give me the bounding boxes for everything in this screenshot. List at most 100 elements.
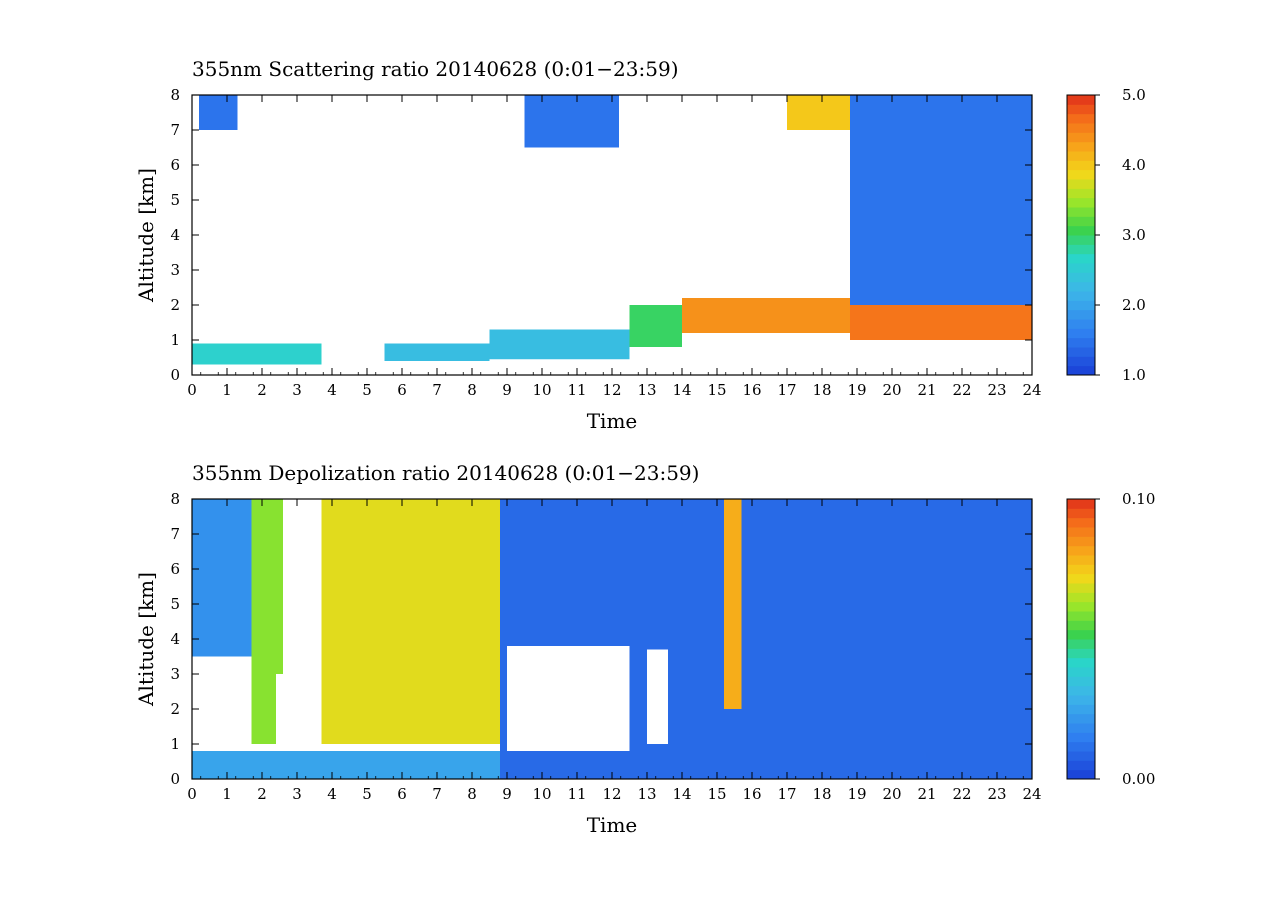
colorbar-band [1067,197,1095,208]
x-tick-label: 15 [707,381,726,399]
x-tick-label: 3 [292,785,302,803]
colorbar-band [1067,151,1095,161]
x-tick-label: 18 [812,785,831,803]
x-tick-label: 18 [812,381,831,399]
x-tick-label: 3 [292,381,302,399]
colorbar-band [1067,365,1095,376]
x-tick-label: 14 [672,785,691,803]
colorbar-band [1067,179,1095,189]
x-tick-label: 6 [397,785,407,803]
colorbar-band [1067,291,1095,301]
x-tick-label: 6 [397,381,407,399]
colorbar-band [1067,263,1095,273]
y-tick-label: 8 [170,490,180,508]
y-tick-label: 6 [170,156,180,174]
x-tick-label: 24 [1022,381,1041,399]
colorbar-tick-label: 5.0 [1122,86,1146,104]
x-tick-label: 20 [882,381,901,399]
y-axis-label: Altitude [km] [134,168,158,303]
colorbar-band [1067,216,1095,227]
data-cell [787,95,850,130]
x-tick-label: 16 [742,381,761,399]
y-tick-label: 2 [170,296,180,314]
x-tick-label: 11 [567,381,586,399]
colorbar-band [1067,657,1095,668]
colorbar-band [1067,337,1095,348]
data-cell [384,343,490,361]
data-cell [192,499,252,657]
x-tick-label: 8 [467,785,477,803]
colorbar-band [1067,695,1095,705]
colorbar-band [1067,592,1095,603]
x-tick-label: 5 [362,381,372,399]
x-tick-label: 12 [602,785,621,803]
colorbar-band [1067,583,1095,593]
data-cell [682,298,850,333]
colorbar-band [1067,685,1095,696]
colorbar-band [1067,648,1095,659]
x-tick-label: 12 [602,381,621,399]
data-cell [524,95,619,148]
x-tick-label: 9 [502,381,512,399]
colorbar-band [1067,751,1095,761]
x-tick-label: 16 [742,785,761,803]
colorbar-tick-label: 4.0 [1122,156,1146,174]
colorbar-band [1067,601,1095,612]
colorbar-band [1067,667,1095,677]
colorbar-band [1067,188,1095,199]
plot-area [192,499,1032,779]
x-tick-label: 9 [502,785,512,803]
data-cell [489,329,630,360]
x-tick-label: 1 [222,381,232,399]
x-axis: 0 1 2 3 4 5 6 7 8 9 10 11 12 13 14 15 16 17 18 19 20 21 22 23 24 [187,95,1042,399]
colorbar-frame [1066,498,1096,780]
colorbar-band [1067,639,1095,649]
colorbar-band [1067,169,1095,180]
colorbar-band [1067,555,1095,565]
y-tick-label: 2 [170,700,180,718]
colorbar-band [1067,225,1095,236]
data-cell [321,499,500,744]
chart-title: 355nm Scattering ratio 20140628 (0:01−23… [192,57,679,81]
colorbar-band [1067,723,1095,733]
x-tick-label: 5 [362,785,372,803]
colorbar-band [1067,300,1095,311]
y-axis: 0 1 2 3 4 5 6 7 8 [170,490,1032,788]
y-tick-label: 7 [170,121,180,139]
y-tick-label: 7 [170,525,180,543]
colorbar-band [1067,517,1095,528]
colorbar-band [1067,629,1095,640]
x-tick-label: 23 [987,381,1006,399]
colorbar-tick-label: 0.00 [1122,770,1155,788]
x-tick-label: 4 [327,381,337,399]
colorbar-band [1067,499,1095,509]
colorbar-band [1067,508,1095,519]
x-axis: 0 1 2 3 4 5 6 7 8 9 10 11 12 13 14 15 16 17 18 19 20 21 22 23 24 [187,499,1042,803]
x-tick-label: 11 [567,785,586,803]
panel-depolarization-ratio: 355nm Depolization ratio 20140628 (0:01−… [134,461,1155,837]
data-cell [647,649,668,744]
data-cell [192,751,507,779]
colorbar-band [1067,676,1095,687]
x-tick-label: 21 [917,785,936,803]
y-tick-label: 1 [170,735,180,753]
colorbar-band [1067,309,1095,320]
colorbar-band [1067,132,1095,143]
colorbar-tick-label: 0.10 [1122,490,1155,508]
x-tick-label: 10 [532,381,551,399]
x-axis-label: Time [587,813,638,837]
x-tick-label: 13 [637,785,656,803]
colorbar-tick-label: 2.0 [1122,296,1146,314]
colorbar-band [1067,527,1095,537]
y-tick-label: 4 [170,630,180,648]
data-cell [850,95,1032,305]
x-tick-label: 22 [952,381,971,399]
data-cell [192,343,322,365]
chart-title: 355nm Depolization ratio 20140628 (0:01−… [192,461,699,485]
colorbar-tick-label: 3.0 [1122,226,1146,244]
plot-area [192,95,1032,365]
x-tick-label: 4 [327,785,337,803]
data-cell [850,305,1032,340]
y-tick-label: 5 [170,191,180,209]
